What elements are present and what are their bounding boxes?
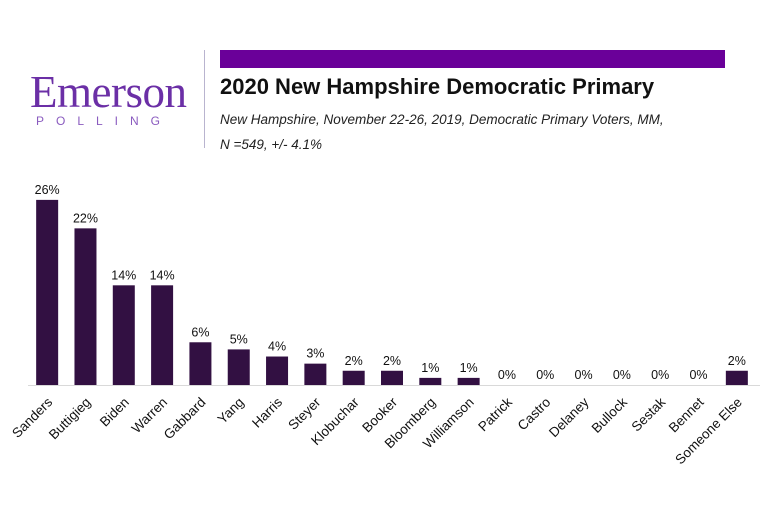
data-label: 3%: [306, 347, 324, 361]
category-label: Delaney: [546, 394, 592, 440]
bar-gabbard: [189, 342, 212, 385]
category-label: Patrick: [475, 394, 515, 434]
bar-steyer: [304, 363, 327, 385]
bar-someone-else: [725, 370, 748, 385]
accent-bar: [220, 50, 725, 68]
data-label: 14%: [150, 268, 175, 282]
category-label: Sestak: [629, 394, 669, 434]
data-label: 0%: [689, 368, 707, 382]
data-label: 0%: [536, 368, 554, 382]
data-label: 2%: [345, 354, 363, 368]
data-label: 1%: [460, 361, 478, 375]
bar-harris: [266, 356, 289, 385]
category-label: Harris: [249, 394, 285, 430]
chart-title: 2020 New Hampshire Democratic Primary: [220, 74, 655, 99]
data-label: 2%: [728, 354, 746, 368]
data-label: 2%: [383, 354, 401, 368]
bar-bloomberg: [419, 377, 442, 385]
header-divider: [204, 50, 205, 148]
chart-subtitle-line1: New Hampshire, November 22-26, 2019, Dem…: [220, 112, 664, 127]
data-label: 5%: [230, 332, 248, 346]
data-label: 0%: [498, 368, 516, 382]
bar-klobuchar: [342, 370, 365, 385]
bar-buttigieg: [74, 228, 97, 385]
bar-warren: [151, 285, 174, 385]
data-label: 1%: [421, 361, 439, 375]
chart-subtitle-line2: N =549, +/- 4.1%: [220, 137, 323, 152]
data-label: 14%: [111, 268, 136, 282]
data-label: 0%: [575, 368, 593, 382]
category-label: Gabbard: [161, 395, 209, 443]
bar-williamson: [457, 377, 480, 385]
category-label: Buttigieg: [46, 395, 94, 443]
data-label: 22%: [73, 211, 98, 225]
category-label: Someone Else: [672, 395, 745, 468]
bar-yang: [227, 349, 250, 385]
data-label: 0%: [613, 368, 631, 382]
category-label: Yang: [215, 395, 247, 427]
data-label: 0%: [651, 368, 669, 382]
category-label: Bullock: [589, 394, 631, 436]
bar-booker: [381, 370, 403, 385]
data-label: 6%: [191, 325, 209, 339]
logo-wordmark: Emerson: [30, 67, 187, 117]
category-label: Biden: [97, 395, 132, 430]
logo-subtitle: POLLING: [36, 114, 173, 128]
data-label: 4%: [268, 340, 286, 354]
data-label: 26%: [35, 183, 60, 197]
bar-sanders: [36, 199, 59, 385]
bar-biden: [112, 285, 135, 385]
